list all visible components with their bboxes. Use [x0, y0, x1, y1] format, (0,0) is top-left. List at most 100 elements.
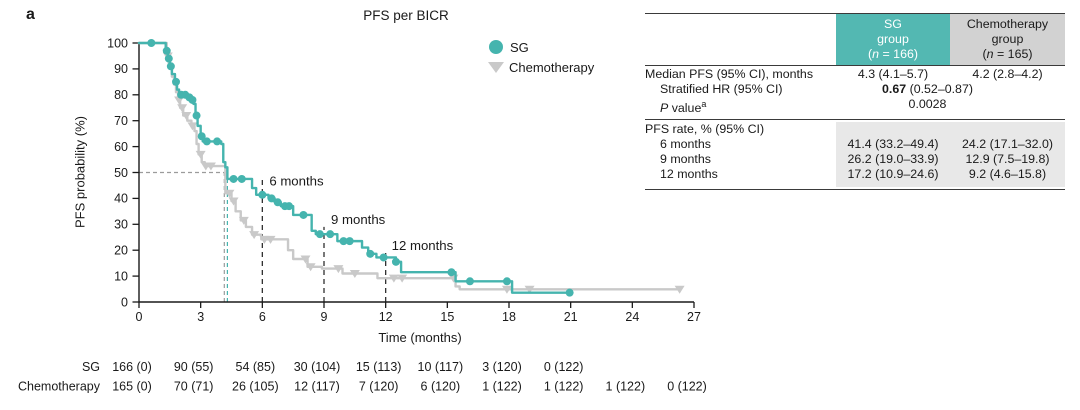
number-at-risk-table: SG 166 (0) 90 (55) 54 (85) 30 (104) 15 (113) 1…: [18, 360, 707, 394]
svg-text:80: 80: [114, 88, 128, 102]
timepoint-annotations: 6 months 9 months 12 months: [261, 173, 454, 302]
svg-text:1 (122): 1 (122): [606, 380, 646, 394]
svg-text:54 (85): 54 (85): [236, 360, 276, 374]
p-value-label: P valuea: [660, 99, 707, 116]
rate-6-chemo-value: 24.2 (17.1–32.0): [950, 136, 1065, 153]
x-axis-label: Time (months): [378, 330, 462, 345]
svg-text:6 (120): 6 (120): [421, 380, 461, 394]
table-header-rule: [645, 65, 1065, 66]
svg-text:1 (122): 1 (122): [544, 380, 584, 394]
stratified-hr-label: Stratified HR (95% CI): [660, 82, 783, 97]
svg-text:0 (122): 0 (122): [667, 380, 707, 394]
svg-text:9: 9: [321, 310, 328, 324]
table-row-stratified-hr: Stratified HR (95% CI) 0.67 (0.52–0.87): [645, 82, 1065, 97]
table-bottom-rule: [645, 188, 1065, 190]
svg-text:40: 40: [114, 192, 128, 206]
svg-text:70 (71): 70 (71): [174, 380, 214, 394]
median-pfs-sg-value: 4.3 (4.1–5.7): [857, 67, 929, 81]
svg-text:12: 12: [379, 310, 393, 324]
chemotherapy-triangle-marker-icon: [488, 61, 504, 73]
chart-legend: SG Chemotherapy: [488, 37, 595, 77]
svg-text:10 (117): 10 (117): [418, 360, 464, 374]
svg-text:12 months: 12 months: [392, 238, 454, 253]
p-value: 0.0028: [908, 97, 947, 112]
svg-text:0: 0: [121, 295, 128, 309]
svg-text:50: 50: [114, 166, 128, 180]
svg-text:SG: SG: [82, 360, 100, 374]
table-header-empty: [645, 14, 836, 65]
svg-text:60: 60: [114, 140, 128, 154]
svg-text:18: 18: [502, 310, 516, 324]
table-header-sg-group: SG group (n = 166): [836, 14, 950, 65]
chart-title: PFS per BICR: [363, 8, 449, 23]
svg-text:90 (55): 90 (55): [174, 360, 214, 374]
pfs-rate-shade: [836, 121, 1065, 137]
sg-header-line2: group: [877, 32, 909, 46]
median-pfs-chemo-value: 4.2 (2.8–4.2): [972, 67, 1043, 81]
chemo-header-line2: group: [991, 32, 1024, 46]
legend-label-sg: SG: [510, 39, 529, 55]
svg-text:12 (117): 12 (117): [294, 380, 340, 394]
svg-text:24: 24: [625, 310, 639, 324]
svg-text:Chemotherapy: Chemotherapy: [18, 380, 101, 394]
table-row-rate-12-months: 12 months 17.2 (10.9–24.6) 9.2 (4.6–15.8…: [645, 167, 1065, 187]
svg-text:0: 0: [136, 310, 143, 324]
table-row-median-pfs: Median PFS (95% CI), months 4.3 (4.1–5.7…: [645, 67, 1065, 82]
chemotherapy-curve: [137, 41, 685, 294]
table-row-pfs-rate-header: PFS rate, % (95% CI): [645, 121, 1065, 137]
svg-text:1 (122): 1 (122): [482, 380, 522, 394]
svg-text:166 (0): 166 (0): [112, 360, 152, 374]
sg-header-n: (n = 166): [868, 47, 918, 61]
rate-6-label: 6 months: [660, 136, 711, 151]
table-row-rate-9-months: 9 months 26.2 (19.0–33.9) 12.9 (7.5–19.8…: [645, 152, 1065, 168]
svg-text:165 (0): 165 (0): [112, 380, 152, 394]
svg-text:21: 21: [564, 310, 578, 324]
svg-text:100: 100: [107, 36, 128, 50]
rate-9-label: 9 months: [660, 152, 711, 167]
rate-9-chemo-value: 12.9 (7.5–19.8): [950, 152, 1065, 168]
svg-text:20: 20: [114, 244, 128, 258]
svg-text:70: 70: [114, 114, 128, 128]
svg-text:10: 10: [114, 269, 128, 283]
stratified-hr-value: 0.67 (0.52–0.87): [882, 82, 973, 97]
svg-text:30 (104): 30 (104): [294, 360, 341, 374]
svg-text:90: 90: [114, 62, 128, 76]
rate-6-sg-value: 41.4 (33.2–49.4): [836, 136, 950, 153]
median-reference-lines: [139, 171, 228, 302]
svg-text:3: 3: [197, 310, 204, 324]
svg-text:6 months: 6 months: [269, 173, 324, 188]
table-header-chemotherapy-group: Chemotherapy group (n = 165): [950, 14, 1065, 65]
svg-text:0 (122): 0 (122): [544, 360, 584, 374]
rate-12-chemo-value: 9.2 (4.6–15.8): [950, 167, 1065, 187]
legend-item-chemotherapy: Chemotherapy: [488, 57, 595, 77]
svg-text:7 (120): 7 (120): [359, 380, 399, 394]
table-row-p-value: P valuea 0.0028: [645, 97, 1065, 116]
rate-12-label: 12 months: [660, 167, 718, 182]
sg-header-line1: SG: [884, 17, 902, 31]
legend-label-chemotherapy: Chemotherapy: [509, 59, 595, 75]
svg-text:30: 30: [114, 218, 128, 232]
median-pfs-label: Median PFS (95% CI), months: [645, 67, 814, 81]
table-row-rate-6-months: 6 months 41.4 (33.2–49.4) 24.2 (17.1–32.…: [645, 136, 1065, 153]
summary-table: SG group (n = 166) Chemotherapy group (n…: [645, 13, 1065, 190]
sg-circle-marker-icon: [489, 40, 503, 54]
axes: 0 10 20 30 40 50 60 70 80 90 100 0 3 6 9 12 15 18 21 24 27: [107, 36, 701, 324]
table-header-row: SG group (n = 166) Chemotherapy group (n…: [645, 14, 1065, 65]
svg-text:6: 6: [259, 310, 266, 324]
table-mid-rule: [645, 118, 1065, 120]
svg-text:15: 15: [440, 310, 454, 324]
pfs-rate-label: PFS rate, % (95% CI): [645, 121, 765, 136]
legend-item-sg: SG: [489, 37, 594, 57]
rate-12-sg-value: 17.2 (10.9–24.6): [836, 167, 950, 187]
chemo-header-n: (n = 165): [982, 47, 1033, 61]
panel-label: a: [26, 6, 35, 23]
svg-text:15 (113): 15 (113): [356, 360, 402, 374]
chemo-header-line1: Chemotherapy: [966, 17, 1049, 31]
svg-text:27: 27: [687, 310, 701, 324]
sg-curve: [137, 39, 574, 297]
rate-9-sg-value: 26.2 (19.0–33.9): [836, 152, 950, 168]
table-top-rule: [645, 13, 1065, 14]
svg-text:3 (120): 3 (120): [482, 360, 522, 374]
